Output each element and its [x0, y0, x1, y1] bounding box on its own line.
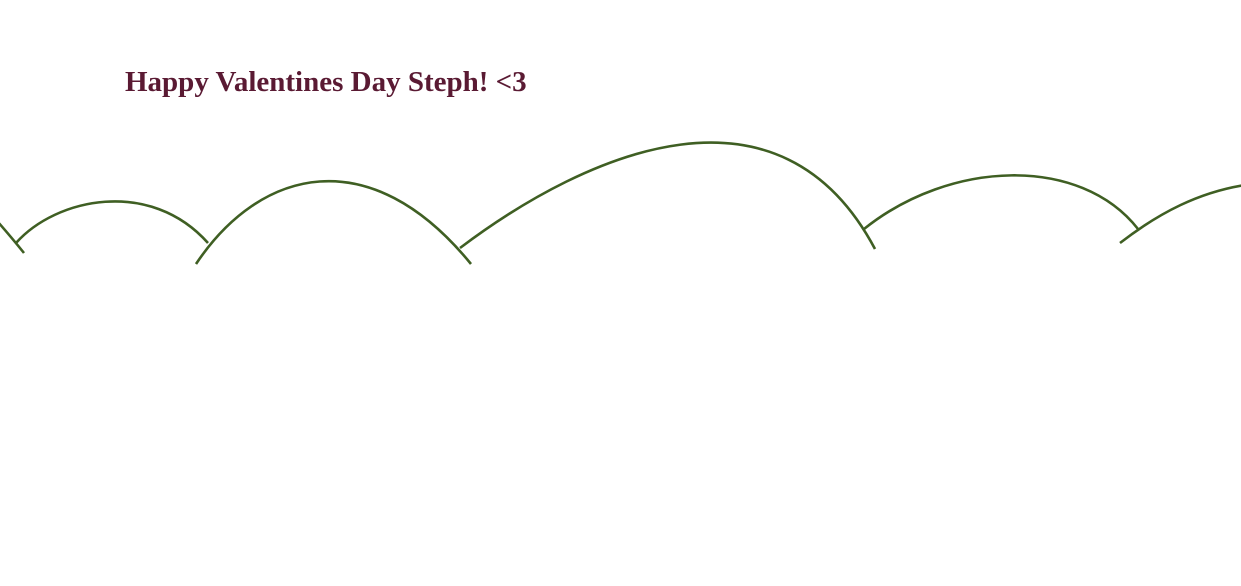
vine-arc-1 [0, 222, 26, 254]
vine-arc-3 [194, 179, 473, 265]
vine-arc-6 [1119, 184, 1241, 245]
greeting-message: Happy Valentines Day Steph! <3 [125, 66, 527, 98]
vine-arc-5 [863, 174, 1140, 231]
vine-arc-2 [15, 200, 209, 244]
vine-arc-4 [459, 141, 877, 250]
